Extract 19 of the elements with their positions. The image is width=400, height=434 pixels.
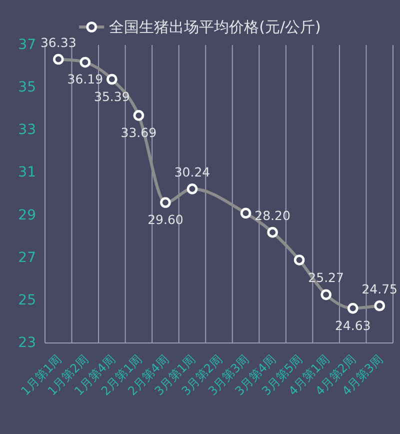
y-tick-label: 27	[18, 250, 36, 266]
y-tick-label: 29	[18, 207, 36, 224]
y-tick-label: 37	[18, 37, 36, 53]
data-label: 35.39	[94, 88, 130, 104]
data-label: 25.27	[308, 270, 344, 286]
data-label: 24.75	[362, 281, 398, 296]
y-tick-label: 23	[18, 335, 36, 351]
legend-label: 全国生猪出场平均价格(元/公斤)	[109, 18, 321, 36]
data-label: 30.24	[174, 164, 210, 180]
y-tick-label: 31	[18, 164, 36, 181]
data-label: 24.63	[334, 318, 371, 333]
y-tick-label: 35	[18, 80, 36, 96]
data-label: 29.60	[148, 212, 184, 228]
y-tick-label: 25	[18, 292, 36, 308]
data-label: 33.69	[120, 124, 157, 140]
data-label: 36.33	[40, 34, 76, 50]
y-tick-label: 33	[18, 122, 36, 138]
data-label: 36.19	[67, 72, 104, 87]
data-label: 28.20	[254, 208, 290, 223]
